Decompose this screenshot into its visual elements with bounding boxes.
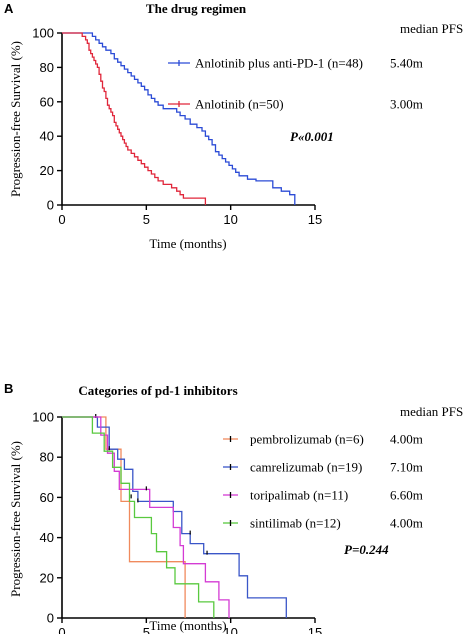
- panel-a-legend-header: median PFS: [400, 21, 463, 36]
- panel-b-legend-label-camrelizumab: camrelizumab (n=19): [250, 460, 362, 475]
- panel-b-y-tick-label: 40: [40, 530, 54, 545]
- panel-b-legend: pembrolizumab (n=6) 4.00m camrelizumab (n=…: [223, 432, 423, 531]
- panel-b-title: Categories of pd-1 inhibitors: [78, 383, 237, 398]
- panel-a-x-tick-label: 5: [143, 212, 150, 227]
- panel-b-legend-label-pembrolizumab: pembrolizumab (n=6): [250, 432, 364, 447]
- panel-b-legend-median-sintilimab: 4.00m: [390, 516, 423, 531]
- panel-b-legend-label-sintilimab: sintilimab (n=12): [250, 516, 341, 531]
- panel-b-legend-header: median PFS: [400, 404, 463, 419]
- panel-b-x-tick-label: 10: [223, 625, 237, 634]
- panel-a-series-anlotinib-line: [62, 32, 296, 205]
- panel-b-y-tick-label: 80: [40, 450, 54, 465]
- panel-b-series-sintilimab-line: [62, 416, 215, 618]
- panel-a-axes: 0 5 10 15 0 20 40 60 80 100: [32, 26, 322, 228]
- panel-a-legend-label-anlotinib: Anlotinib plus anti-PD-1 (n=48): [195, 56, 363, 71]
- panel-b-p-value: P=0.244: [344, 542, 389, 557]
- panel-b-x-tick-label: 15: [308, 625, 322, 634]
- panel-b-x-tick-label: 5: [143, 625, 150, 634]
- panel-a-series: [62, 32, 296, 205]
- panel-a-y-axis-label: Progression-free Survival (%): [8, 41, 23, 197]
- panel-a-y-tick-label: 0: [47, 198, 54, 213]
- panel-a-y-tick-label: 80: [40, 60, 54, 75]
- panel-b-y-tick-label: 20: [40, 570, 54, 585]
- panel-a-y-tick-label: 20: [40, 163, 54, 178]
- panel-b-legend-median-pembrolizumab: 4.00m: [390, 432, 423, 447]
- panel-a-series-anlotinib-line: [62, 32, 207, 205]
- panel-a-x-tick-label: 15: [308, 212, 322, 227]
- panel-a-x-tick-label: 0: [58, 212, 65, 227]
- panel-a-y-tick-label: 100: [32, 26, 54, 41]
- panel-a-legend: Anlotinib plus anti-PD-1 (n=48) 5.40m Anlo…: [168, 56, 423, 112]
- panel-a-legend-median-anlotinib: 5.40m: [390, 56, 423, 71]
- panel-b-series-camrelizumab-line: [62, 416, 287, 618]
- panel-a-y-tick-label: 60: [40, 94, 54, 109]
- panel-b-series-toripalimab-line: [62, 416, 230, 618]
- panel-b-x-tick-label: 0: [58, 625, 65, 634]
- panel-a-y-tick-label: 40: [40, 129, 54, 144]
- panel-b-series-pembrolizumab-line: [62, 416, 186, 618]
- panel-b-legend-label-toripalimab: toripalimab (n=11): [250, 488, 348, 503]
- panel-a-x-tick-label: 10: [223, 212, 237, 227]
- panel-b-x-axis-label: Time (months): [149, 618, 226, 633]
- panel-b-legend-median-camrelizumab: 7.10m: [390, 460, 423, 475]
- panel-a-legend-median-anlotinib: 3.00m: [390, 97, 423, 112]
- panel-b-legend-median-toripalimab: 6.60m: [390, 488, 423, 503]
- panel-a-x-axis-label: Time (months): [149, 236, 226, 251]
- panel-a-legend-label-anlotinib: Anlotinib (n=50): [195, 97, 284, 112]
- panel-a-p-value: P«0.001: [290, 129, 334, 144]
- panel-b-label: B: [4, 381, 13, 396]
- panel-b-y-tick-label: 0: [47, 611, 54, 626]
- panel-b-y-axis-label: Progression-free Survival (%): [8, 441, 23, 597]
- panel-b: B Categories of pd-1 inhibitors median P…: [4, 381, 463, 634]
- panel-a-label: A: [4, 1, 14, 16]
- panel-a-title: The drug regimen: [146, 1, 247, 16]
- panel-b-series: [62, 414, 287, 618]
- panel-b-y-tick-label: 100: [32, 410, 54, 425]
- panel-a: A The drug regimen median PFS Progressio…: [4, 1, 463, 251]
- panel-b-y-tick-label: 60: [40, 490, 54, 505]
- panel-b-axes: 0 5 10 15 0 20 40 60 80 100: [32, 410, 322, 634]
